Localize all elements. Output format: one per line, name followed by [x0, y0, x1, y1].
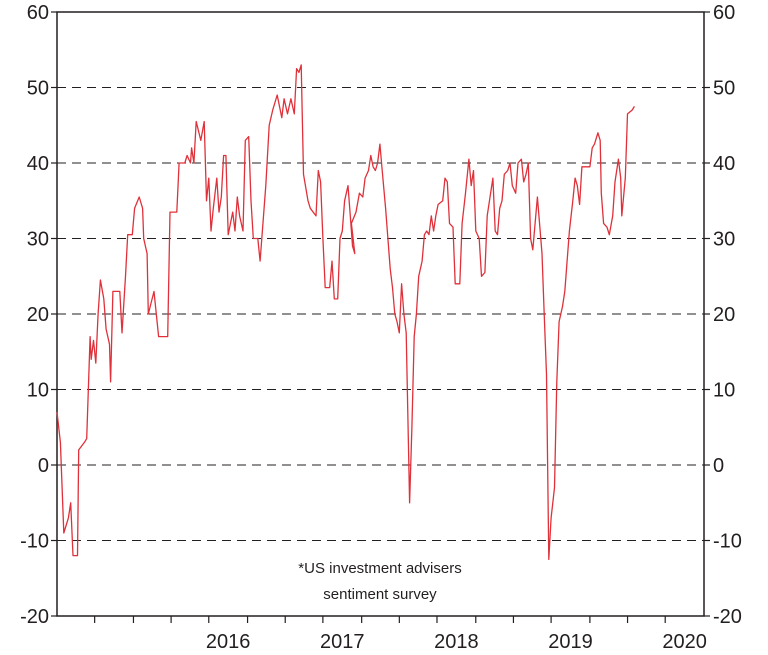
y-tick-label-left: 20: [27, 304, 49, 326]
y-tick-label-left: -10: [20, 531, 49, 553]
x-tick-label: 2017: [320, 631, 365, 653]
y-tick-label-left: -20: [20, 606, 49, 628]
y-tick-label-left: 50: [27, 78, 49, 100]
y-tick-label-left: 10: [27, 380, 49, 402]
x-tick-label: 2016: [206, 631, 251, 653]
y-tick-label-right: 50: [713, 78, 735, 100]
y-tick-label-right: 30: [713, 229, 735, 251]
y-tick-label-left: 0: [38, 455, 49, 477]
y-tick-label-left: 30: [27, 229, 49, 251]
series-layer: [56, 64, 635, 561]
y-tick-label-right: -10: [713, 531, 742, 553]
y-tick-label-right: 0: [713, 455, 724, 477]
annotation-line-2: sentiment survey: [323, 586, 437, 603]
series-line: [56, 64, 635, 561]
x-tick-label: 2019: [548, 631, 593, 653]
y-tick-label-right: 20: [713, 304, 735, 326]
gridlines: [57, 87, 704, 541]
y-axis-ticks: 60 60 50 50 40 40 30 30 20 20 10 10 0 0 -10 -10 -20 -20: [20, 2, 742, 628]
y-tick-label-right: -20: [713, 606, 742, 628]
annotation-line-1: *US investment advisers: [298, 560, 461, 577]
y-tick-label-left: 60: [27, 2, 49, 24]
x-tick-label: 2020: [662, 631, 707, 653]
y-tick-label-left: 40: [27, 153, 49, 175]
x-axis-ticks: 2016 2017 2018 2019 2020: [94, 616, 707, 653]
y-tick-label-right: 60: [713, 2, 735, 24]
x-tick-label: 2018: [434, 631, 479, 653]
y-tick-label-right: 10: [713, 380, 735, 402]
y-tick-label-right: 40: [713, 153, 735, 175]
